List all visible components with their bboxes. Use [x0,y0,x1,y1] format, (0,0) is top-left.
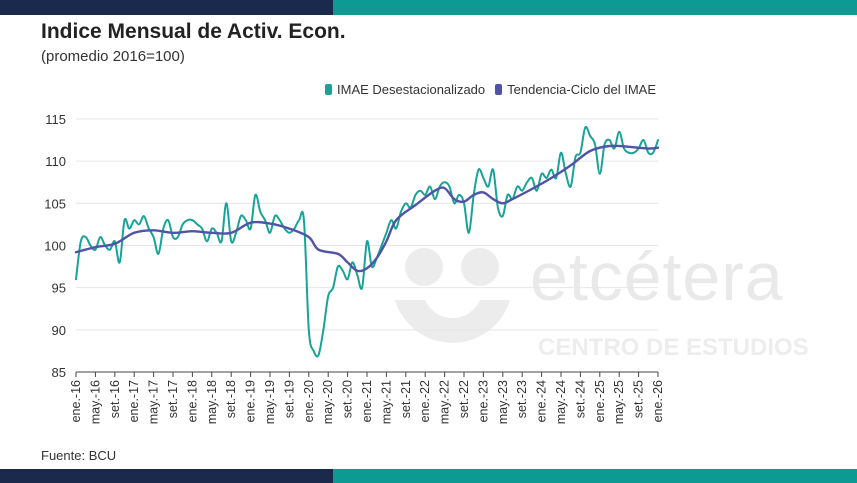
x-tick-label: ene.-25 [593,380,607,422]
x-tick-label: ene.-19 [244,380,258,422]
watermark-dot-left [405,248,443,286]
watermark-brand: etcétera [530,239,784,315]
legend-item-imae: IMAE Desestacionalizado [325,82,485,97]
x-tick-label: set.-16 [108,380,122,418]
source-note: Fuente: BCU [41,448,117,463]
x-tick-label: may.-22 [438,380,452,424]
x-tick-label: set.-23 [515,380,529,418]
y-tick-label: 115 [45,112,66,127]
x-tick-label: ene.-20 [302,380,316,422]
legend-swatch-trend [495,84,503,95]
x-tick-label: set.-17 [166,380,180,418]
y-tick-label: 95 [52,281,66,296]
y-tick-label: 105 [44,196,66,211]
bottom-decor-bar [0,469,857,483]
x-tick-label: ene.-17 [127,380,141,422]
series-line-imae [75,125,659,358]
watermark-subbrand: CENTRO DE ESTUDIOS [538,334,809,361]
top-decor-bar-teal [333,0,857,15]
bottom-decor-bar-teal [333,469,857,483]
legend-label-trend: Tendencia-Ciclo del IMAE [507,82,656,97]
chart-legend: IMAE Desestacionalizado Tendencia-Ciclo … [325,82,656,97]
watermark-dot-right [461,248,499,286]
x-tick-label: may.-17 [147,380,161,424]
y-tick-label: 100 [44,239,66,254]
x-tick-label: set.-22 [457,380,471,418]
x-tick-label: set.-25 [632,380,646,418]
chart-subtitle: (promedio 2016=100) [41,48,185,65]
x-tick-label: ene.-21 [360,380,374,422]
x-tick-label: set.-24 [573,380,587,418]
x-tick-label: may.-24 [554,380,568,424]
y-tick-label: 110 [45,154,66,169]
x-tick-label: may.-20 [321,380,335,424]
x-tick-label: set.-19 [282,380,296,418]
x-tick-label: may.-19 [263,380,277,424]
x-tick-label: may.-25 [612,380,626,424]
x-tick-label: ene.-26 [651,380,665,422]
x-tick-label: may.-16 [88,380,102,424]
x-tick-label: may.-21 [379,380,393,424]
x-tick-label: set.-18 [224,380,238,418]
legend-swatch-imae [325,84,332,95]
x-tick-label: set.-20 [341,380,355,418]
x-tick-label: set.-21 [399,380,413,418]
x-tick-label: may.-18 [205,380,219,424]
watermark-smile [395,300,510,343]
x-tick-label: ene.-24 [535,380,549,422]
x-tick-label: ene.-22 [418,380,432,422]
chart-title: Indice Mensual de Activ. Econ. [41,20,346,43]
top-decor-bar [0,0,857,15]
x-tick-label: ene.-23 [476,380,490,422]
series-line-trend [74,144,660,273]
x-tick-label: ene.-18 [185,380,199,422]
x-tick-label: ene.-16 [69,380,83,422]
y-tick-label: 90 [52,323,66,338]
legend-label-imae: IMAE Desestacionalizado [337,82,486,97]
y-tick-label: 85 [52,365,66,380]
legend-item-trend: Tendencia-Ciclo del IMAE [495,82,656,97]
x-tick-label: may.-23 [496,380,510,424]
